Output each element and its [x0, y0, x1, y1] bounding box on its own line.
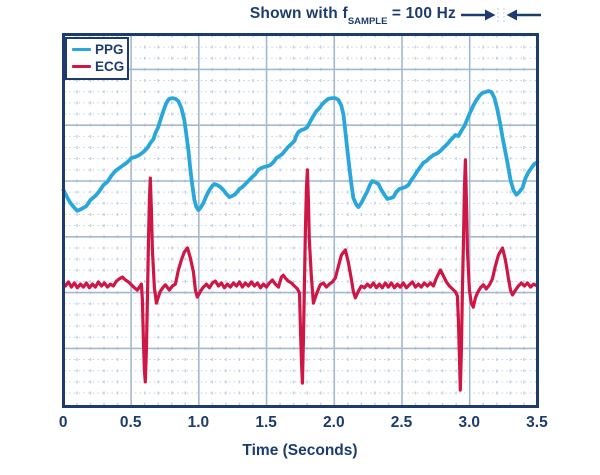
ppg-trace	[61, 89, 540, 213]
legend-label-ppg: PPG	[95, 41, 124, 57]
right-arrow-icon	[485, 9, 496, 21]
title-subscript: SAMPLE	[347, 16, 388, 28]
x-tick-3.5: 3.5	[526, 414, 548, 431]
waveforms	[61, 89, 540, 392]
x-axis-label: Time (Seconds)	[242, 442, 358, 459]
x-tick-2.0: 2.0	[323, 414, 345, 431]
sample-interval-marker	[461, 8, 541, 24]
legend: PPG ECG	[65, 37, 129, 80]
x-tick-1.0: 1.0	[187, 414, 210, 431]
x-tick-3.0: 3.0	[458, 414, 481, 431]
chart-title: Shown with fSAMPLE = 100 Hz	[150, 5, 456, 28]
plot-border	[62, 33, 539, 408]
title-suffix: = 100 Hz	[387, 5, 456, 22]
ecg-trace	[61, 158, 540, 392]
minor-gridlines	[64, 34, 537, 405]
x-tick-2.5: 2.5	[390, 414, 413, 431]
x-tick-1.5: 1.5	[255, 414, 277, 431]
ecg-line-swatch	[72, 64, 91, 69]
major-gridlines	[63, 33, 538, 405]
x-tick-0.5: 0.5	[119, 414, 142, 431]
title-prefix: Shown with f	[249, 5, 348, 22]
legend-item-ppg: PPG	[72, 41, 124, 58]
ppg-line-swatch	[72, 47, 91, 52]
x-tick-0: 0	[58, 414, 68, 431]
legend-label-ecg: ECG	[95, 58, 125, 74]
left-arrow-icon	[506, 9, 517, 21]
legend-item-ecg: ECG	[72, 58, 125, 75]
